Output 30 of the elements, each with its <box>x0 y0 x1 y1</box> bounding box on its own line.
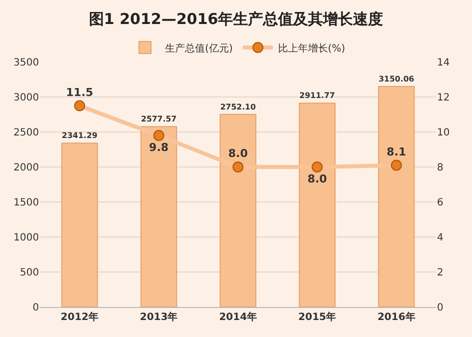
y2-tick-label: 12 <box>437 92 450 104</box>
y-tick-label: 2500 <box>14 128 39 138</box>
y-tick-label: 500 <box>20 268 39 278</box>
x-tick-label: 2015年 <box>298 311 336 323</box>
data-label: 8.0 <box>228 147 248 160</box>
data-label: 8.0 <box>307 172 328 186</box>
y2-tick-label: 10 <box>437 128 450 138</box>
y-tick-label: 3000 <box>14 92 39 104</box>
y2-tick-label: 2 <box>437 268 444 278</box>
data-label: 11.5 <box>66 86 94 99</box>
y-tick-label: 1500 <box>14 198 39 208</box>
y-tick-label: 1000 <box>14 232 39 244</box>
y-tick-label: 2000 <box>14 162 39 174</box>
legend-label: 生产总值(亿元) <box>165 42 233 54</box>
y2-tick-label: 0 <box>437 302 444 314</box>
y-tick-label: 3500 <box>14 58 39 68</box>
legend-label: 比上年增长(%) <box>278 42 346 54</box>
x-tick-label: 2013年 <box>140 311 178 323</box>
chart-title: 图1 2012—2016年生产总值及其增长速度 <box>88 10 384 28</box>
y2-tick-label: 6 <box>437 198 444 208</box>
data-label: 9.8 <box>149 141 169 154</box>
y-tick-label: 0 <box>32 302 39 314</box>
x-tick-label: 2012年 <box>60 311 99 323</box>
bar <box>61 142 98 307</box>
data-label: 8.1 <box>386 145 406 158</box>
x-tick-label: 2016年 <box>377 311 416 323</box>
y2-tick-label: 14 <box>437 58 450 68</box>
x-tick-label: 2014年 <box>219 311 257 323</box>
y2-tick-label: 8 <box>437 162 444 174</box>
y2-tick-label: 4 <box>437 232 444 244</box>
